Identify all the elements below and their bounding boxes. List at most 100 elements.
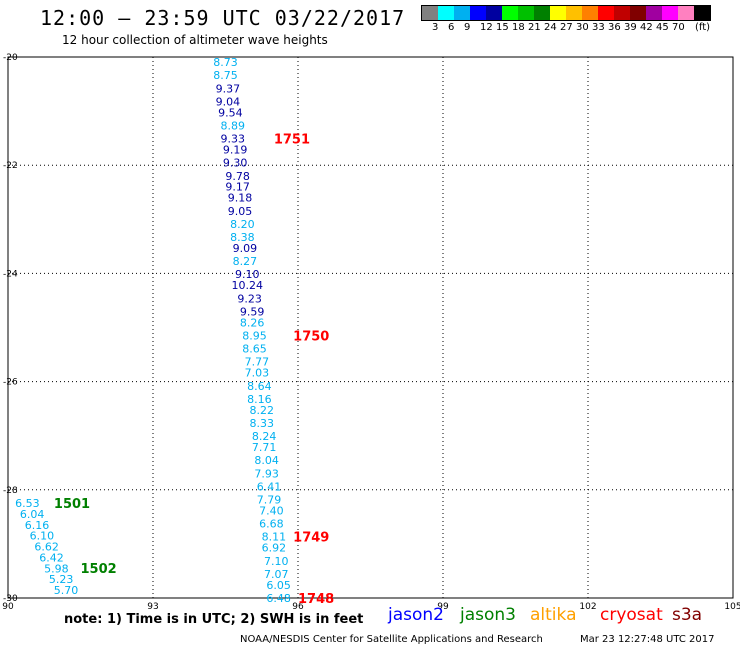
wave-height-value: 6.04 [20, 508, 45, 521]
wave-height-value: 6.42 [39, 551, 64, 564]
wave-height-value: 8.04 [254, 454, 279, 467]
wave-height-value: 8.26 [240, 316, 265, 329]
wave-height-value: 5.23 [49, 573, 74, 586]
legend-label: 30 [576, 22, 589, 33]
legend-label: 70 [672, 22, 685, 33]
pass-time-label: 1501 [54, 497, 90, 512]
wave-height-value: 6.05 [266, 579, 291, 592]
wave-height-value: 7.93 [254, 467, 279, 480]
legend-swatch [582, 6, 598, 20]
wave-height-value: 10.24 [232, 279, 264, 292]
wave-height-value: 9.33 [221, 133, 246, 146]
legend-label: 45 [656, 22, 669, 33]
wave-height-value: 8.27 [233, 255, 258, 268]
page-subtitle: 12 hour collection of altimeter wave hei… [62, 33, 328, 47]
legend-label: 21 [528, 22, 541, 33]
legend-swatch [502, 6, 518, 20]
wave-height-value: 9.17 [225, 181, 250, 194]
map-frame [7, 56, 734, 599]
wave-height-value: 9.23 [237, 292, 262, 305]
legend-swatch [550, 6, 566, 20]
lat-tick-label: -28 [3, 486, 18, 496]
wave-height-value: 7.40 [259, 504, 284, 517]
lat-tick-label: -20 [3, 53, 18, 63]
legend-label: 9 [464, 22, 471, 33]
lon-tick-label: 105 [724, 602, 740, 612]
legend-label: 42 [640, 22, 653, 33]
wave-height-value: 9.37 [216, 82, 241, 95]
wave-height-value: 8.64 [247, 380, 272, 393]
note-text: note: 1) Time is in UTC; 2) SWH is in fe… [64, 612, 364, 627]
wave-height-value: 7.07 [264, 568, 289, 581]
legend-swatch [662, 6, 678, 20]
wave-height-value: 7.79 [257, 494, 282, 507]
legend-label: 24 [544, 22, 557, 33]
wave-height-value: 7.03 [245, 367, 270, 380]
pass-time-label: 1502 [81, 562, 117, 577]
satellite-altika: altika [530, 605, 577, 625]
wave-height-value: 6.48 [266, 592, 291, 605]
wave-height-value: 8.65 [242, 343, 267, 356]
pass-time-label: 1748 [298, 592, 334, 607]
legend-swatch [646, 6, 662, 20]
wave-height-value: 8.38 [230, 231, 255, 244]
wave-height-value: 9.30 [223, 157, 248, 170]
pass-time-label: 1750 [293, 329, 329, 344]
wave-height-value: 6.68 [259, 518, 284, 531]
wave-height-value: 8.20 [230, 218, 255, 231]
satellite-cryosat: cryosat [600, 605, 663, 625]
wave-height-value: 8.11 [262, 531, 287, 544]
legend-swatch [470, 6, 486, 20]
wave-height-value: 9.10 [235, 268, 260, 281]
legend-label: 18 [512, 22, 525, 33]
legend-label: 27 [560, 22, 573, 33]
legend-swatch [598, 6, 614, 20]
wave-height-value: 5.70 [54, 584, 79, 597]
wave-height-value: 9.05 [228, 205, 253, 218]
color-legend [421, 5, 711, 21]
wave-height-value: 8.16 [247, 393, 272, 406]
wave-height-value: 9.18 [228, 192, 253, 205]
legend-label: 39 [624, 22, 637, 33]
legend-swatch [534, 6, 550, 20]
wave-height-value: 9.59 [240, 305, 265, 318]
legend-label: 3 [432, 22, 439, 33]
lon-tick-label: 93 [147, 602, 158, 612]
satellite-jason3: jason3 [460, 605, 516, 625]
wave-height-value: 6.62 [34, 541, 59, 554]
legend-swatch [518, 6, 534, 20]
wave-height-value: 6.53 [15, 497, 40, 510]
lon-tick-label: 96 [292, 602, 304, 612]
legend-label: (ft) [695, 22, 711, 33]
legend-label: 36 [608, 22, 621, 33]
footer-timestamp: Mar 23 12:27:48 UTC 2017 [580, 634, 715, 645]
wave-height-value: 6.92 [262, 542, 287, 555]
wave-height-value: 8.95 [242, 329, 267, 342]
legend-swatch [678, 6, 694, 20]
legend-label: 12 [480, 22, 493, 33]
wave-height-value: 6.41 [257, 480, 282, 493]
wave-height-value: 8.33 [250, 417, 275, 430]
legend-swatch [438, 6, 454, 20]
legend-swatch [454, 6, 470, 20]
lon-tick-label: 102 [579, 602, 596, 612]
legend-swatch [422, 6, 438, 20]
legend-swatch [614, 6, 630, 20]
wave-height-value: 9.78 [225, 170, 250, 183]
legend-swatch [486, 6, 502, 20]
wave-height-value: 6.16 [25, 519, 50, 532]
wave-height-value: 8.22 [250, 404, 275, 417]
wave-height-value: 9.19 [223, 144, 248, 157]
footer-credit: NOAA/NESDIS Center for Satellite Applica… [240, 634, 543, 645]
legend-swatch [566, 6, 582, 20]
wave-height-value: 8.89 [221, 119, 246, 132]
wave-height-value: 7.77 [245, 356, 270, 369]
lat-tick-label: -22 [3, 161, 18, 171]
satellite-jason2: jason2 [388, 605, 444, 625]
lat-tick-label: -26 [3, 378, 18, 388]
legend-label: 6 [448, 22, 455, 33]
legend-label: 15 [496, 22, 509, 33]
page-title: 12:00 — 23:59 UTC 03/22/2017 [40, 6, 406, 30]
legend-swatch [694, 6, 710, 20]
